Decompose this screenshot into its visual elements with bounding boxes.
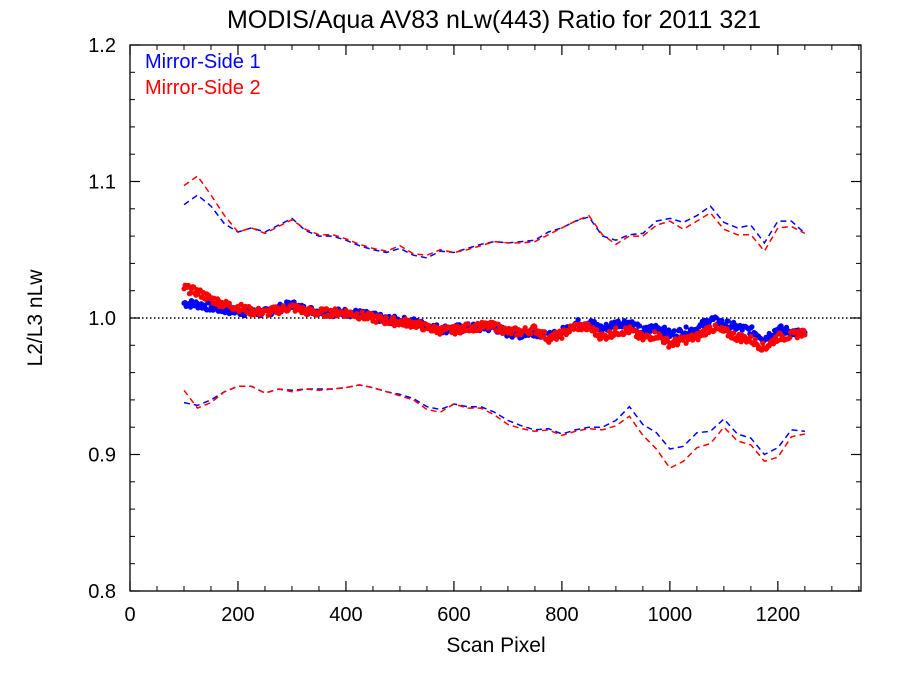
data-point-mirror-side-2 [187,290,194,296]
data-point-mirror-side-2 [787,335,793,341]
data-point-mirror-side-1 [647,328,654,334]
data-point-mirror-side-2 [373,319,379,325]
data-point-mirror-side-2 [613,325,619,331]
data-point-mirror-side-1 [778,323,784,329]
series-mirror-side-2-points [181,282,808,353]
plot-area [130,174,861,470]
legend-entry-mirror-side-2: Mirror-Side 2 [145,77,261,99]
legend-entry-mirror-side-1: Mirror-Side 1 [145,51,261,73]
data-point-mirror-side-2 [802,332,808,338]
data-point-mirror-side-2 [571,326,577,332]
data-point-mirror-side-2 [593,327,600,333]
data-point-mirror-side-2 [801,328,807,334]
data-point-mirror-side-2 [354,311,360,317]
chart-title: MODIS/Aqua AV83 nLw(443) Ratio for 2011 … [227,6,761,34]
x-axis-label: Scan Pixel [446,634,545,657]
series-mirror-side-2-upper-line [183,174,806,256]
data-point-mirror-side-2 [323,306,330,312]
data-point-mirror-side-2 [528,331,534,337]
data-point-mirror-side-2 [457,330,463,336]
y-tick-label: 0.8 [88,581,116,603]
data-point-mirror-side-2 [632,327,638,333]
data-point-mirror-side-2 [670,342,676,349]
data-point-mirror-side-2 [748,333,754,339]
data-point-mirror-side-2 [559,335,565,341]
data-point-mirror-side-2 [752,336,758,343]
data-point-mirror-side-1 [719,317,725,323]
x-tick-label: 1000 [648,604,693,626]
data-point-mirror-side-2 [255,305,262,311]
data-point-mirror-side-1 [683,324,689,330]
data-point-mirror-side-2 [760,340,766,346]
y-tick-label: 1.2 [88,35,116,57]
data-point-mirror-side-2 [532,323,538,330]
data-point-mirror-side-2 [465,321,471,327]
data-point-mirror-side-2 [185,282,191,288]
x-tick-label: 1200 [756,604,801,626]
data-point-mirror-side-2 [383,315,389,321]
data-point-mirror-side-2 [508,331,514,337]
series-mirror-side-1-lower-line [183,384,805,456]
x-tick-label: 800 [545,604,578,626]
data-point-mirror-side-2 [390,315,397,321]
axes: 0 200 400 600 800 1000 1200 0.8 0.9 1.0 1.1 1.2 [88,35,861,626]
y-tick-label: 0.9 [88,445,116,467]
series-mirror-side-2-lower-line [183,384,806,470]
data-point-mirror-side-2 [421,327,427,333]
data-point-mirror-side-2 [203,296,209,302]
y-axis-label: L2/L3 nLw [24,269,47,367]
data-point-mirror-side-1 [575,317,581,323]
y-tick-label: 1.1 [88,172,116,194]
data-point-mirror-side-1 [725,318,731,324]
y-tick-label: 1.0 [88,308,116,330]
data-point-mirror-side-2 [417,319,424,326]
data-point-mirror-side-2 [238,301,244,307]
data-point-mirror-side-1 [671,328,677,334]
x-tick-label: 400 [329,604,362,626]
data-point-mirror-side-2 [566,329,573,335]
data-point-mirror-side-2 [695,337,701,343]
series-mirror-side-1-upper-line [183,194,806,259]
data-point-mirror-side-2 [542,329,548,335]
data-point-mirror-side-2 [359,309,365,315]
x-tick-label: 200 [221,604,254,626]
data-point-mirror-side-2 [548,336,554,343]
x-tick-label: 600 [437,604,470,626]
data-point-mirror-side-2 [403,323,409,329]
x-tick-label: 0 [124,604,135,626]
data-point-mirror-side-2 [731,330,737,336]
data-point-mirror-side-1 [637,323,643,329]
data-point-mirror-side-1 [678,328,684,334]
data-point-mirror-side-1 [749,324,755,330]
data-point-mirror-side-2 [497,323,503,330]
data-point-mirror-side-2 [652,329,658,335]
